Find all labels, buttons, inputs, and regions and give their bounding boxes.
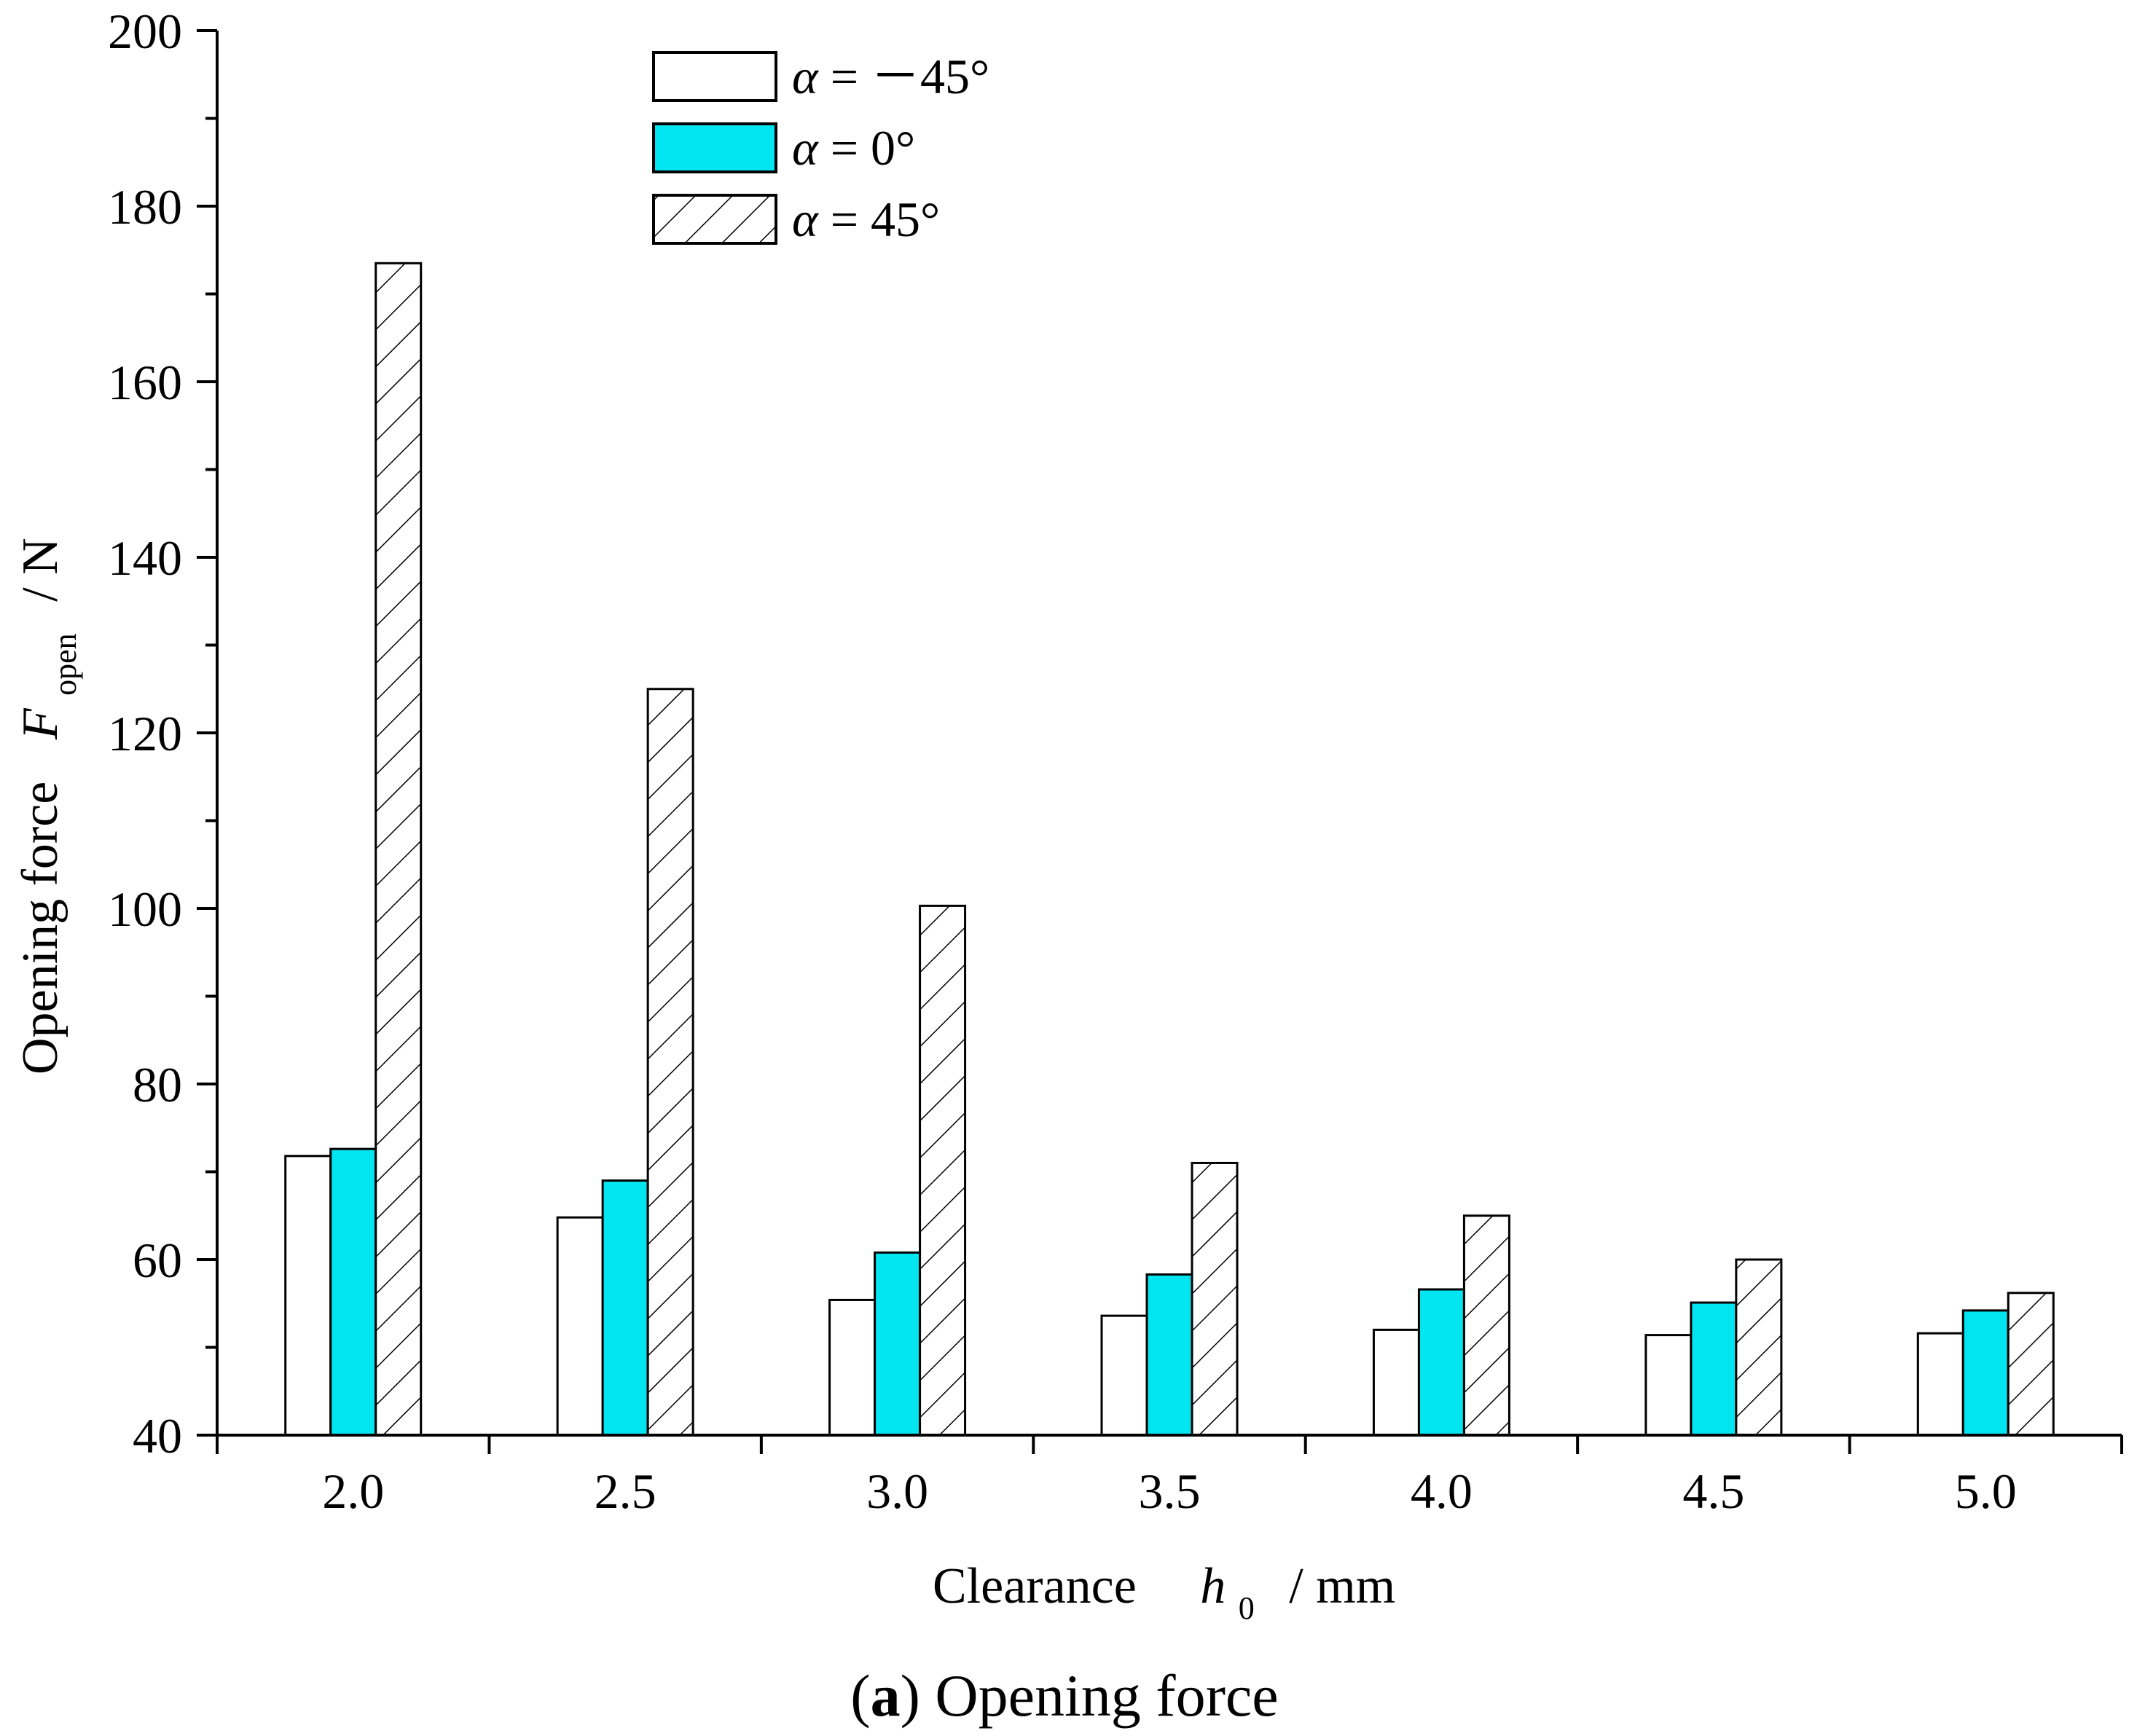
bar-cyan-5.0 [1961,1309,2010,1437]
y-axis-label-var: F [12,707,68,740]
y-axis-label: Opening force F open / N [12,538,87,1075]
y-tick-label: 200 [108,4,182,59]
bar-white-3.0 [828,1298,877,1437]
x-axis-label-unit: / mm [1289,1558,1395,1614]
y-ticks-group: 40 60 80 100 120 140 160 180 200 [108,4,217,1464]
x-tick-label: 4.0 [1411,1464,1473,1519]
caption-letter: a [871,1662,901,1729]
x-tick-label: 3.0 [866,1464,928,1519]
figure-caption: (a) Opening force [850,1662,1278,1729]
y-tick-label: 60 [133,1233,182,1288]
bar-cyan-3.0 [874,1251,922,1437]
x-tick-label: 4.5 [1682,1464,1744,1519]
legend-swatch-white [652,51,777,102]
bar-hatch-2.5 [646,688,694,1437]
bar-cyan-2.0 [329,1147,377,1437]
bar-hatch-3.0 [919,904,967,1437]
x-ticks-group: 2.0 2.5 3.0 3.5 4.0 4.5 5.0 [216,1435,2123,1519]
bar-hatch-2.0 [375,262,423,1437]
x-axis-label: Clearance h 0 / mm [933,1558,1395,1630]
bar-white-2.5 [556,1216,604,1437]
legend-swatch-cyan [652,122,777,173]
bar-white-2.0 [284,1155,332,1437]
bar-hatch-5.0 [2007,1292,2055,1437]
x-axis-label-main: Clearance [933,1558,1137,1614]
bar-white-4.5 [1644,1334,1693,1437]
y-tick-label: 40 [133,1408,182,1464]
bar-hatch-4.5 [1735,1258,1783,1437]
y-tick-label: 160 [108,355,182,410]
bar-white-3.5 [1100,1314,1148,1437]
bar-cyan-4.0 [1417,1288,1465,1437]
bar-hatch-4.0 [1462,1214,1510,1437]
y-tick-label: 180 [108,179,182,235]
x-tick-label: 5.0 [1955,1464,2017,1519]
bar-white-5.0 [1916,1332,1964,1437]
bars-group [284,262,2055,1437]
bar-white-4.0 [1372,1328,1420,1437]
y-axis-label-main: Opening force [12,782,68,1075]
x-tick-label: 3.5 [1139,1464,1201,1519]
x-tick-label: 2.0 [322,1464,384,1519]
caption-text: Opening force [935,1662,1278,1729]
bar-cyan-3.5 [1145,1273,1193,1437]
bar-cyan-4.5 [1690,1301,1738,1437]
x-axis-label-var: h [1200,1558,1226,1614]
y-tick-label: 100 [108,881,182,937]
legend: α = －45° α = 0° α = 45° [652,49,989,247]
y-tick-label: 140 [108,530,182,586]
y-tick-label: 80 [133,1057,182,1112]
bar-hatch-3.5 [1191,1161,1239,1437]
y-axis-label-sub: open [47,633,83,696]
legend-label-cyan: α = 0° [792,120,915,176]
legend-swatch-hatch [652,194,777,245]
x-tick-label: 2.5 [595,1464,656,1519]
legend-label-white: α = －45° [792,49,989,104]
legend-label-hatch: α = 45° [792,192,940,247]
y-axis-label-unit: / N [12,538,68,602]
x-axis-label-sub: 0 [1239,1590,1255,1626]
y-tick-label: 120 [108,706,182,761]
bar-cyan-2.5 [601,1179,649,1437]
